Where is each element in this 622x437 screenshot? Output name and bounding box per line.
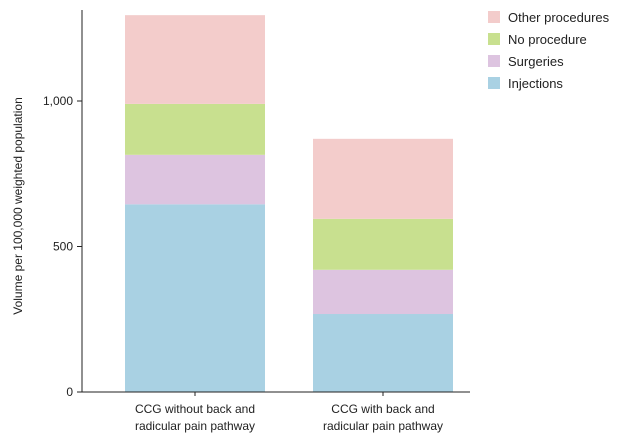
bar-segment-surgeries-1 xyxy=(313,269,453,315)
y-axis-title: Volume per 100,000 weighted population xyxy=(11,97,25,315)
legend-swatch-surgeries xyxy=(488,55,500,67)
bar-segment-other-procedures-1 xyxy=(313,138,453,219)
legend-swatch-injections xyxy=(488,77,500,89)
y-tick-label: 1,000 xyxy=(43,94,73,108)
bar-segment-no-procedure-0 xyxy=(125,103,265,155)
x-category-labels: CCG without back and radicular pain pathw… xyxy=(135,392,443,433)
x-category-label: CCG without back and radicular pain pathw… xyxy=(135,402,255,433)
bar-segment-surgeries-0 xyxy=(125,154,265,205)
y-ticks-group: 0 500 1,000 xyxy=(43,94,82,399)
bar-segment-no-procedure-1 xyxy=(313,218,453,270)
y-tick-label: 500 xyxy=(53,240,73,254)
y-tick-label: 0 xyxy=(66,385,73,399)
legend-swatch-no-procedure xyxy=(488,33,500,45)
legend-label-no-procedure: No procedure xyxy=(508,32,587,47)
legend-label-injections: Injections xyxy=(508,76,563,91)
legend-swatch-other-procedures xyxy=(488,11,500,23)
legend-label-other-procedures: Other procedures xyxy=(508,10,610,25)
bars-group xyxy=(125,15,453,392)
bar-segment-other-procedures-0 xyxy=(125,15,265,104)
bar-segment-injections-1 xyxy=(313,314,453,392)
x-category-label: CCG with back and radicular pain pathway xyxy=(323,402,443,433)
legend: Other procedures No procedure Surgeries Inj… xyxy=(488,10,610,91)
bar-segment-injections-0 xyxy=(125,204,265,392)
legend-label-surgeries: Surgeries xyxy=(508,54,564,69)
